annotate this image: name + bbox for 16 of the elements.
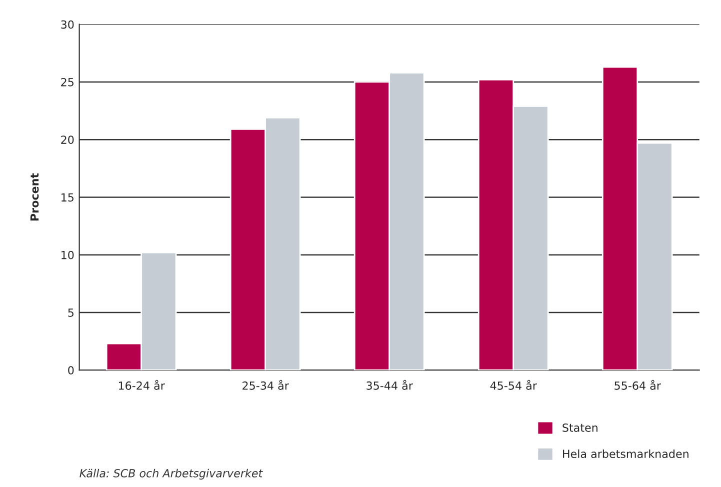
y-tick-label: 25 <box>61 78 74 86</box>
text: Källa: SCB och Arbetsgivarverket <box>80 468 263 480</box>
y-tick-label: 5 <box>68 308 74 317</box>
y-tick-label: 30 <box>61 20 74 29</box>
y-tick-label: 20 <box>61 136 74 144</box>
x-tick-label: 16-24 år <box>118 380 165 390</box>
y-axis-title: Procent <box>30 173 39 221</box>
x-tick-label: 55-64 år <box>614 380 661 390</box>
x-tick-label: 25-34 år <box>242 380 289 390</box>
y-tick-label: 15 <box>62 193 74 202</box>
y-tick-label: 10 <box>62 250 74 260</box>
legend-label: Staten <box>562 423 598 432</box>
x-tick-label: 45-54 år <box>490 380 537 390</box>
y-tick-label: 0 <box>68 366 74 374</box>
legend-label: Hela arbetsmarknaden <box>563 449 688 458</box>
x-tick-label: 35-44 år <box>366 380 413 390</box>
